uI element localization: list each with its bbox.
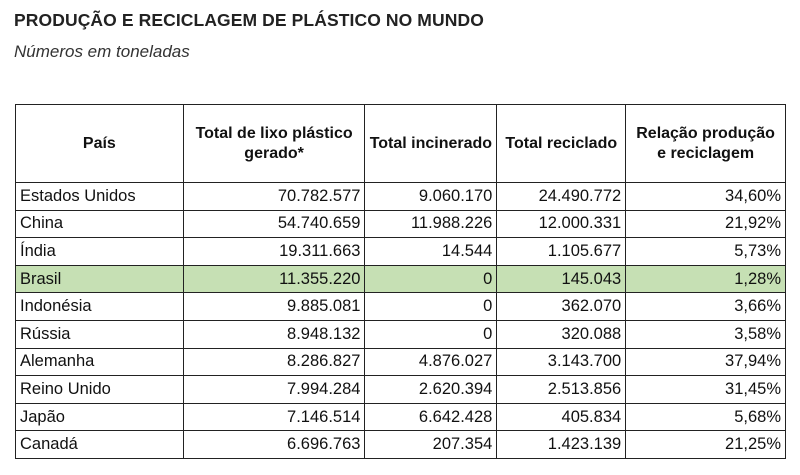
- value-cell: 9.060.170: [364, 182, 498, 211]
- country-cell: Brasil: [15, 264, 184, 294]
- value-cell: 3,58%: [625, 319, 786, 349]
- country-cell: Rússia: [15, 319, 184, 349]
- value-cell: 54.740.659: [182, 209, 366, 239]
- value-cell: 1,28%: [625, 264, 786, 294]
- value-cell: 0: [364, 264, 498, 294]
- value-cell: 405.834: [496, 402, 627, 432]
- page-title: PRODUÇÃO E RECICLAGEM DE PLÁSTICO NO MUN…: [14, 10, 484, 30]
- value-cell: 8.948.132: [182, 319, 366, 349]
- value-cell: 7.994.284: [182, 375, 366, 404]
- value-cell: 11.988.226: [364, 209, 498, 239]
- country-cell: Estados Unidos: [15, 182, 184, 211]
- value-cell: 8.286.827: [182, 347, 366, 377]
- value-cell: 11.355.220: [182, 264, 366, 294]
- plastic-data-table: País Total de lixo plástico gerado* Total …: [15, 104, 786, 459]
- value-cell: 1.105.677: [496, 237, 627, 266]
- page-subtitle: Números em toneladas: [14, 42, 190, 61]
- country-cell: Índia: [15, 237, 184, 266]
- country-cell: Alemanha: [15, 347, 184, 377]
- table-header-row: País Total de lixo plástico gerado* Total …: [15, 104, 786, 183]
- value-cell: 12.000.331: [496, 209, 627, 239]
- value-cell: 0: [364, 319, 498, 349]
- value-cell: 37,94%: [625, 347, 786, 377]
- value-cell: 9.885.081: [182, 292, 366, 321]
- value-cell: 0: [364, 292, 498, 321]
- value-cell: 70.782.577: [182, 182, 366, 211]
- country-cell: China: [15, 209, 184, 239]
- value-cell: 24.490.772: [496, 182, 627, 211]
- column-header: Total reciclado: [496, 104, 627, 183]
- value-cell: 6.696.763: [182, 430, 366, 459]
- value-cell: 1.423.139: [496, 430, 627, 459]
- table-row: Brasil 11.355.220 0 145.043 1,28%: [15, 264, 786, 294]
- value-cell: 5,68%: [625, 402, 786, 432]
- value-cell: 7.146.514: [182, 402, 366, 432]
- column-header: Relação produção e reciclagem: [625, 104, 786, 183]
- value-cell: 6.642.428: [364, 402, 498, 432]
- value-cell: 362.070: [496, 292, 627, 321]
- value-cell: 3,66%: [625, 292, 786, 321]
- table-row: China 54.740.659 11.988.226 12.000.331 21,92…: [15, 209, 786, 239]
- table-row: Rússia 8.948.132 0 320.088 3,58%: [15, 319, 786, 349]
- column-header: Total incinerado: [364, 104, 498, 183]
- value-cell: 5,73%: [625, 237, 786, 266]
- country-cell: Reino Unido: [15, 375, 184, 404]
- table-row: Alemanha 8.286.827 4.876.027 3.143.700 37,94…: [15, 347, 786, 377]
- table-row: Índia 19.311.663 14.544 1.105.677 5,73%: [15, 237, 786, 266]
- value-cell: 2.620.394: [364, 375, 498, 404]
- table-body: Estados Unidos 70.782.577 9.060.170 24.490.…: [15, 182, 786, 459]
- country-cell: Indonésia: [15, 292, 184, 321]
- table-row: Japão 7.146.514 6.642.428 405.834 5,68%: [15, 402, 786, 432]
- country-cell: Canadá: [15, 430, 184, 459]
- value-cell: 14.544: [364, 237, 498, 266]
- value-cell: 34,60%: [625, 182, 786, 211]
- value-cell: 31,45%: [625, 375, 786, 404]
- value-cell: 21,25%: [625, 430, 786, 459]
- value-cell: 3.143.700: [496, 347, 627, 377]
- table-row: Indonésia 9.885.081 0 362.070 3,66%: [15, 292, 786, 321]
- table-row: Reino Unido 7.994.284 2.620.394 2.513.856 31…: [15, 375, 786, 404]
- value-cell: 145.043: [496, 264, 627, 294]
- value-cell: 320.088: [496, 319, 627, 349]
- column-header: País: [15, 104, 184, 183]
- table-row: Canadá 6.696.763 207.354 1.423.139 21,25%: [15, 430, 786, 459]
- value-cell: 19.311.663: [182, 237, 366, 266]
- value-cell: 207.354: [364, 430, 498, 459]
- column-header: Total de lixo plástico gerado*: [182, 104, 366, 183]
- country-cell: Japão: [15, 402, 184, 432]
- value-cell: 4.876.027: [364, 347, 498, 377]
- table-row: Estados Unidos 70.782.577 9.060.170 24.490.…: [15, 182, 786, 211]
- value-cell: 2.513.856: [496, 375, 627, 404]
- value-cell: 21,92%: [625, 209, 786, 239]
